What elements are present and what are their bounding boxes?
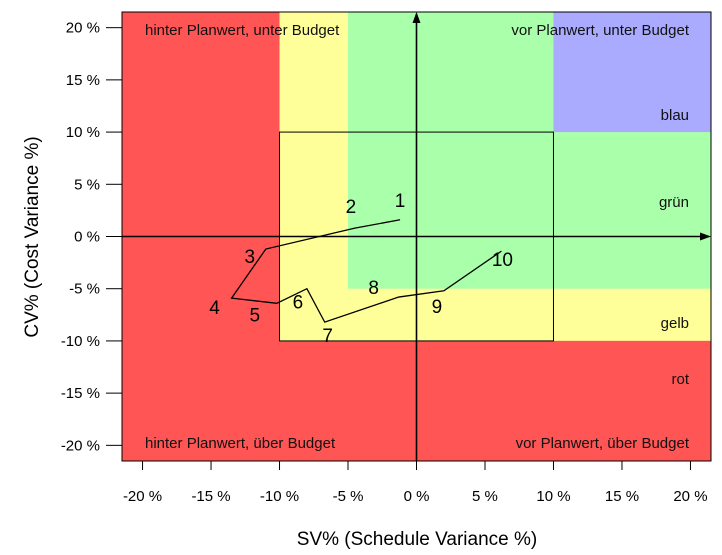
x-tick-label: 20 % bbox=[673, 488, 707, 505]
x-tick-label: 5 % bbox=[472, 488, 498, 505]
quadrant-label-top-left: hinter Planwert, unter Budget bbox=[145, 22, 340, 39]
x-axis-arrow-icon bbox=[700, 232, 711, 241]
zone-label-gruen: grün bbox=[659, 194, 689, 211]
zone-label-rot: rot bbox=[671, 371, 689, 388]
data-point-label: 5 bbox=[249, 305, 260, 326]
x-tick-label: 0 % bbox=[404, 488, 430, 505]
zone-label-blau: blau bbox=[661, 107, 689, 124]
data-point-label: 9 bbox=[432, 297, 443, 318]
y-tick-label: -10 % bbox=[61, 333, 100, 350]
trajectory-line bbox=[230, 219, 502, 323]
x-tick-label: -5 % bbox=[333, 488, 364, 505]
data-point-label: 2 bbox=[346, 197, 357, 218]
tick-marks: -20 % -15 % -10 % -5 % 0 % 5 % 10 % 15 % 20 %20 … bbox=[61, 20, 708, 505]
x-axis-title: SV% (Schedule Variance %) bbox=[297, 529, 537, 550]
y-tick-label: -20 % bbox=[61, 437, 100, 454]
x-tick-label: -10 % bbox=[260, 488, 299, 505]
x-tick-label: -15 % bbox=[191, 488, 230, 505]
quadrant-label-bottom-right: vor Planwert, über Budget bbox=[516, 435, 690, 452]
y-tick-label: 15 % bbox=[66, 72, 100, 89]
data-point-label: 10 bbox=[492, 250, 513, 271]
y-tick-label: 20 % bbox=[66, 20, 100, 37]
zone-label-gelb: gelb bbox=[661, 315, 689, 332]
data-point-label: 8 bbox=[368, 278, 379, 299]
trajectory-series: 1 2 3 4 5 67 8 9 10 bbox=[209, 191, 513, 347]
y-tick-label: -15 % bbox=[61, 385, 100, 402]
x-tick-label: 15 % bbox=[605, 488, 639, 505]
quadrant-label-bottom-left: hinter Planwert, über Budget bbox=[145, 435, 336, 452]
y-tick-label: -5 % bbox=[69, 281, 100, 298]
axes bbox=[122, 12, 711, 461]
zone-rot-lower-right bbox=[416, 340, 711, 461]
x-tick-label: 10 % bbox=[536, 488, 570, 505]
y-tick-label: 10 % bbox=[66, 124, 100, 141]
data-point-label: 1 bbox=[395, 191, 406, 212]
quadrant-label-top-right: vor Planwert, unter Budget bbox=[511, 22, 689, 39]
data-point-label: 3 bbox=[245, 247, 256, 268]
y-axis-title: CV% (Cost Variance %) bbox=[22, 136, 43, 337]
y-axis-arrow-icon bbox=[412, 12, 421, 23]
zone-blau bbox=[553, 12, 711, 133]
data-point-label: 4 bbox=[209, 298, 220, 319]
data-point-label: 6 bbox=[293, 293, 304, 314]
y-tick-label: 0 % bbox=[74, 229, 100, 246]
text-labels: hinter Planwert, unter Budget vor Planwe… bbox=[22, 22, 690, 550]
x-tick-label: -20 % bbox=[123, 488, 162, 505]
data-point-label: 7 bbox=[322, 326, 333, 347]
y-tick-label: 5 % bbox=[74, 176, 100, 193]
